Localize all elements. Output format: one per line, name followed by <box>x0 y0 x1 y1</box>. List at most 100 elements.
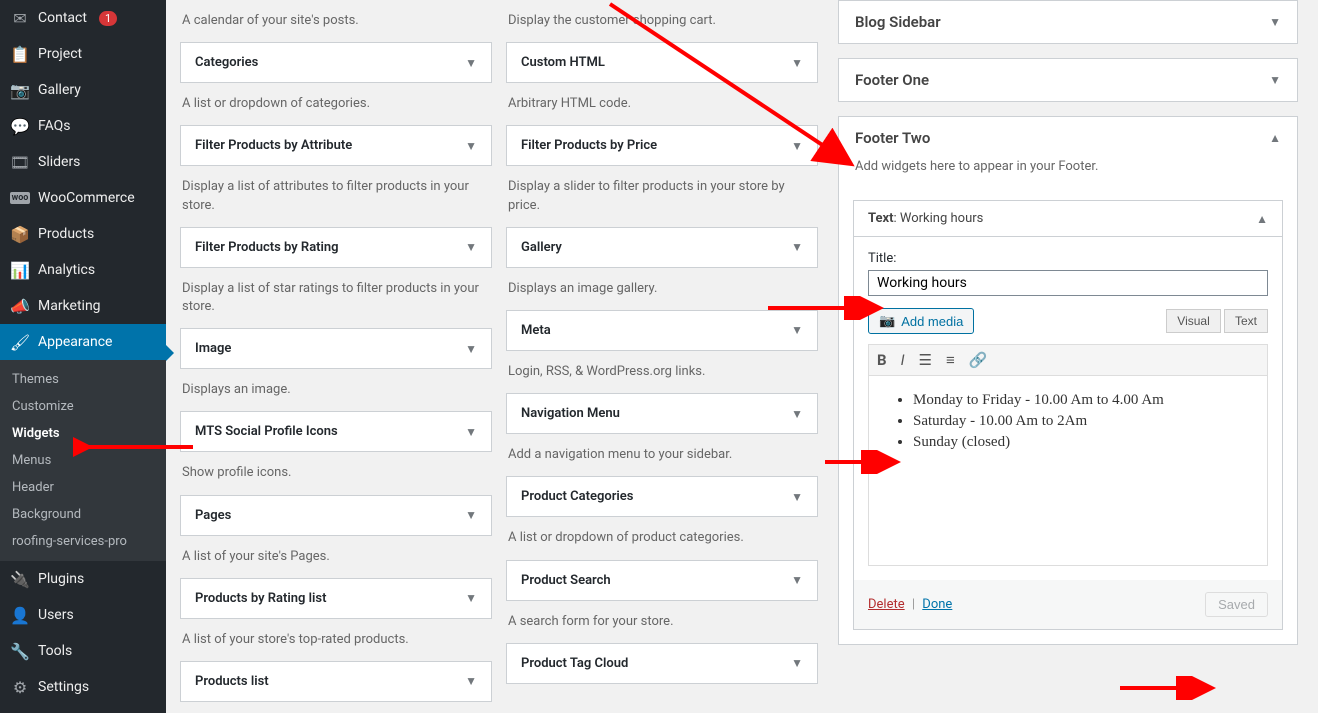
menu-item-analytics[interactable]: 📊Analytics <box>0 252 166 288</box>
users-icon: 👤 <box>10 605 30 625</box>
menu-item-settings[interactable]: ⚙Settings <box>0 669 166 705</box>
menu-item-tools[interactable]: 🔧Tools <box>0 633 166 669</box>
available-widget-filter-products-by-attribute[interactable]: Filter Products by Attribute▼ <box>180 125 492 166</box>
available-widget-pages[interactable]: Pages▼ <box>180 495 492 536</box>
submenu-item-menus[interactable]: Menus <box>0 447 166 474</box>
submenu-item-roofing-services-pro[interactable]: roofing-services-pro <box>0 528 166 555</box>
menu-label: Sliders <box>38 154 80 170</box>
submenu-item-background[interactable]: Background <box>0 501 166 528</box>
menu-item-products[interactable]: 📦 Products <box>0 216 166 252</box>
widget-description: A list or dropdown of categories. <box>180 83 492 125</box>
widget-instance-title: Text: Working hours <box>868 211 983 226</box>
widget-description: Displays an image. <box>180 369 492 411</box>
chevron-down-icon: ▼ <box>465 240 477 254</box>
available-widget-product-categories[interactable]: Product Categories▼ <box>506 476 818 517</box>
menu-item-appearance[interactable]: 🖌Appearance <box>0 324 166 360</box>
title-input[interactable] <box>868 270 1268 296</box>
widget-description: Display the customer shopping cart. <box>506 0 818 42</box>
submenu-item-themes[interactable]: Themes <box>0 366 166 393</box>
widget-title: Product Tag Cloud <box>521 656 628 671</box>
visual-tab[interactable]: Visual <box>1166 309 1220 333</box>
available-widget-products-by-rating-list[interactable]: Products by Rating list▼ <box>180 578 492 619</box>
delete-link[interactable]: Delete <box>868 597 905 612</box>
widget-title: Pages <box>195 508 231 523</box>
widget-description: Show profile icons. <box>180 452 492 494</box>
chevron-up-icon: ▲ <box>1269 131 1281 145</box>
chevron-down-icon: ▼ <box>465 425 477 439</box>
chevron-up-icon: ▲ <box>1256 212 1268 226</box>
editor-content[interactable]: Monday to Friday - 10.00 Am to 4.00 AmSa… <box>868 376 1268 566</box>
submenu-item-widgets[interactable]: Widgets <box>0 420 166 447</box>
widget-title: Filter Products by Attribute <box>195 138 352 153</box>
bulleted-list-button[interactable]: ☰ <box>919 351 932 369</box>
chevron-down-icon: ▼ <box>1269 15 1281 29</box>
gallery-icon: 📷 <box>10 80 30 100</box>
widget-instance-header[interactable]: Text: Working hours ▲ <box>854 201 1282 237</box>
available-widget-mts-social-profile-icons[interactable]: MTS Social Profile Icons▼ <box>180 411 492 452</box>
widget-title: Custom HTML <box>521 55 605 70</box>
widget-title: Navigation Menu <box>521 406 620 421</box>
submenu-item-customize[interactable]: Customize <box>0 393 166 420</box>
menu-item-marketing[interactable]: 📣Marketing <box>0 288 166 324</box>
text-tab[interactable]: Text <box>1224 309 1268 333</box>
area-title: Footer Two <box>855 129 930 147</box>
chevron-down-icon: ▼ <box>791 139 803 153</box>
menu-item-sliders[interactable]: 🎞 Sliders <box>0 144 166 180</box>
menu-item-faqs[interactable]: 💬FAQs <box>0 108 166 144</box>
available-widget-filter-products-by-rating[interactable]: Filter Products by Rating▼ <box>180 227 492 268</box>
chevron-down-icon: ▼ <box>791 573 803 587</box>
text-widget-instance: Text: Working hours ▲ Title: 📷 Add media <box>853 200 1283 630</box>
widget-title: Meta <box>521 323 551 338</box>
available-widget-filter-products-by-price[interactable]: Filter Products by Price▼ <box>506 125 818 166</box>
available-widget-gallery[interactable]: Gallery▼ <box>506 227 818 268</box>
active-menu-indicator <box>166 345 174 361</box>
italic-button[interactable]: I <box>901 351 905 369</box>
menu-item-woocommerce[interactable]: wooWooCommerce <box>0 180 166 216</box>
admin-sidebar: ✉Contact1📋Project📷Gallery💬FAQs 🎞 Sliders wo… <box>0 0 166 713</box>
bold-button[interactable]: B <box>877 351 887 369</box>
available-widget-image[interactable]: Image▼ <box>180 328 492 369</box>
products-icon: 📦 <box>10 224 30 244</box>
menu-item-gallery[interactable]: 📷Gallery <box>0 72 166 108</box>
notification-badge: 1 <box>99 11 117 26</box>
chevron-down-icon: ▼ <box>465 56 477 70</box>
done-link[interactable]: Done <box>922 597 952 612</box>
widget-description: A calendar of your site's posts. <box>180 0 492 42</box>
chevron-down-icon: ▼ <box>465 342 477 356</box>
widget-description: Display a list of star ratings to filter… <box>180 268 492 328</box>
chevron-down-icon: ▼ <box>465 674 477 688</box>
submenu-item-header[interactable]: Header <box>0 474 166 501</box>
sliders-icon: 🎞 <box>10 152 30 172</box>
available-widget-custom-html[interactable]: Custom HTML▼ <box>506 42 818 83</box>
widget-area-blog-sidebar[interactable]: Blog Sidebar▼ <box>838 0 1298 44</box>
editor-toolbar: B I ☰ ≡ 🔗 <box>868 344 1268 376</box>
widget-area-footer-one[interactable]: Footer One▼ <box>838 58 1298 102</box>
chevron-down-icon: ▼ <box>791 323 803 337</box>
menu-label: Tools <box>38 643 72 659</box>
menu-item-users[interactable]: 👤Users <box>0 597 166 633</box>
available-widget-product-tag-cloud[interactable]: Product Tag Cloud▼ <box>506 643 818 684</box>
menu-label: Products <box>38 226 94 242</box>
add-media-button[interactable]: 📷 Add media <box>868 308 974 334</box>
available-widget-products-list[interactable]: Products list▼ <box>180 661 492 702</box>
available-widget-meta[interactable]: Meta ▼ <box>506 310 818 351</box>
area-description: Add widgets here to appear in your Foote… <box>839 159 1297 186</box>
area-header[interactable]: Footer Two ▲ <box>839 117 1297 159</box>
available-widget-navigation-menu[interactable]: Navigation Menu▼ <box>506 393 818 434</box>
menu-item-plugins[interactable]: 🔌Plugins <box>0 561 166 597</box>
widget-description: Display a list of attributes to filter p… <box>180 166 492 226</box>
content-line: Monday to Friday - 10.00 Am to 4.00 Am <box>913 392 1247 409</box>
appearance-icon: 🖌 <box>10 332 30 352</box>
available-widget-product-search[interactable]: Product Search ▼ <box>506 560 818 601</box>
menu-item-contact[interactable]: ✉Contact1 <box>0 0 166 36</box>
widget-title: Products by Rating list <box>195 591 326 606</box>
analytics-icon: 📊 <box>10 260 30 280</box>
available-widget-categories[interactable]: Categories▼ <box>180 42 492 83</box>
numbered-list-button[interactable]: ≡ <box>946 351 955 369</box>
menu-item-project[interactable]: 📋Project <box>0 36 166 72</box>
saved-button: Saved <box>1205 592 1268 617</box>
widget-areas: Blog Sidebar▼ Footer One▼ Footer Two ▲ A… <box>838 0 1298 713</box>
link-button[interactable]: 🔗 <box>969 351 988 369</box>
widget-description: A search form for your store. <box>506 601 818 643</box>
widget-title: Product Search <box>521 573 611 588</box>
